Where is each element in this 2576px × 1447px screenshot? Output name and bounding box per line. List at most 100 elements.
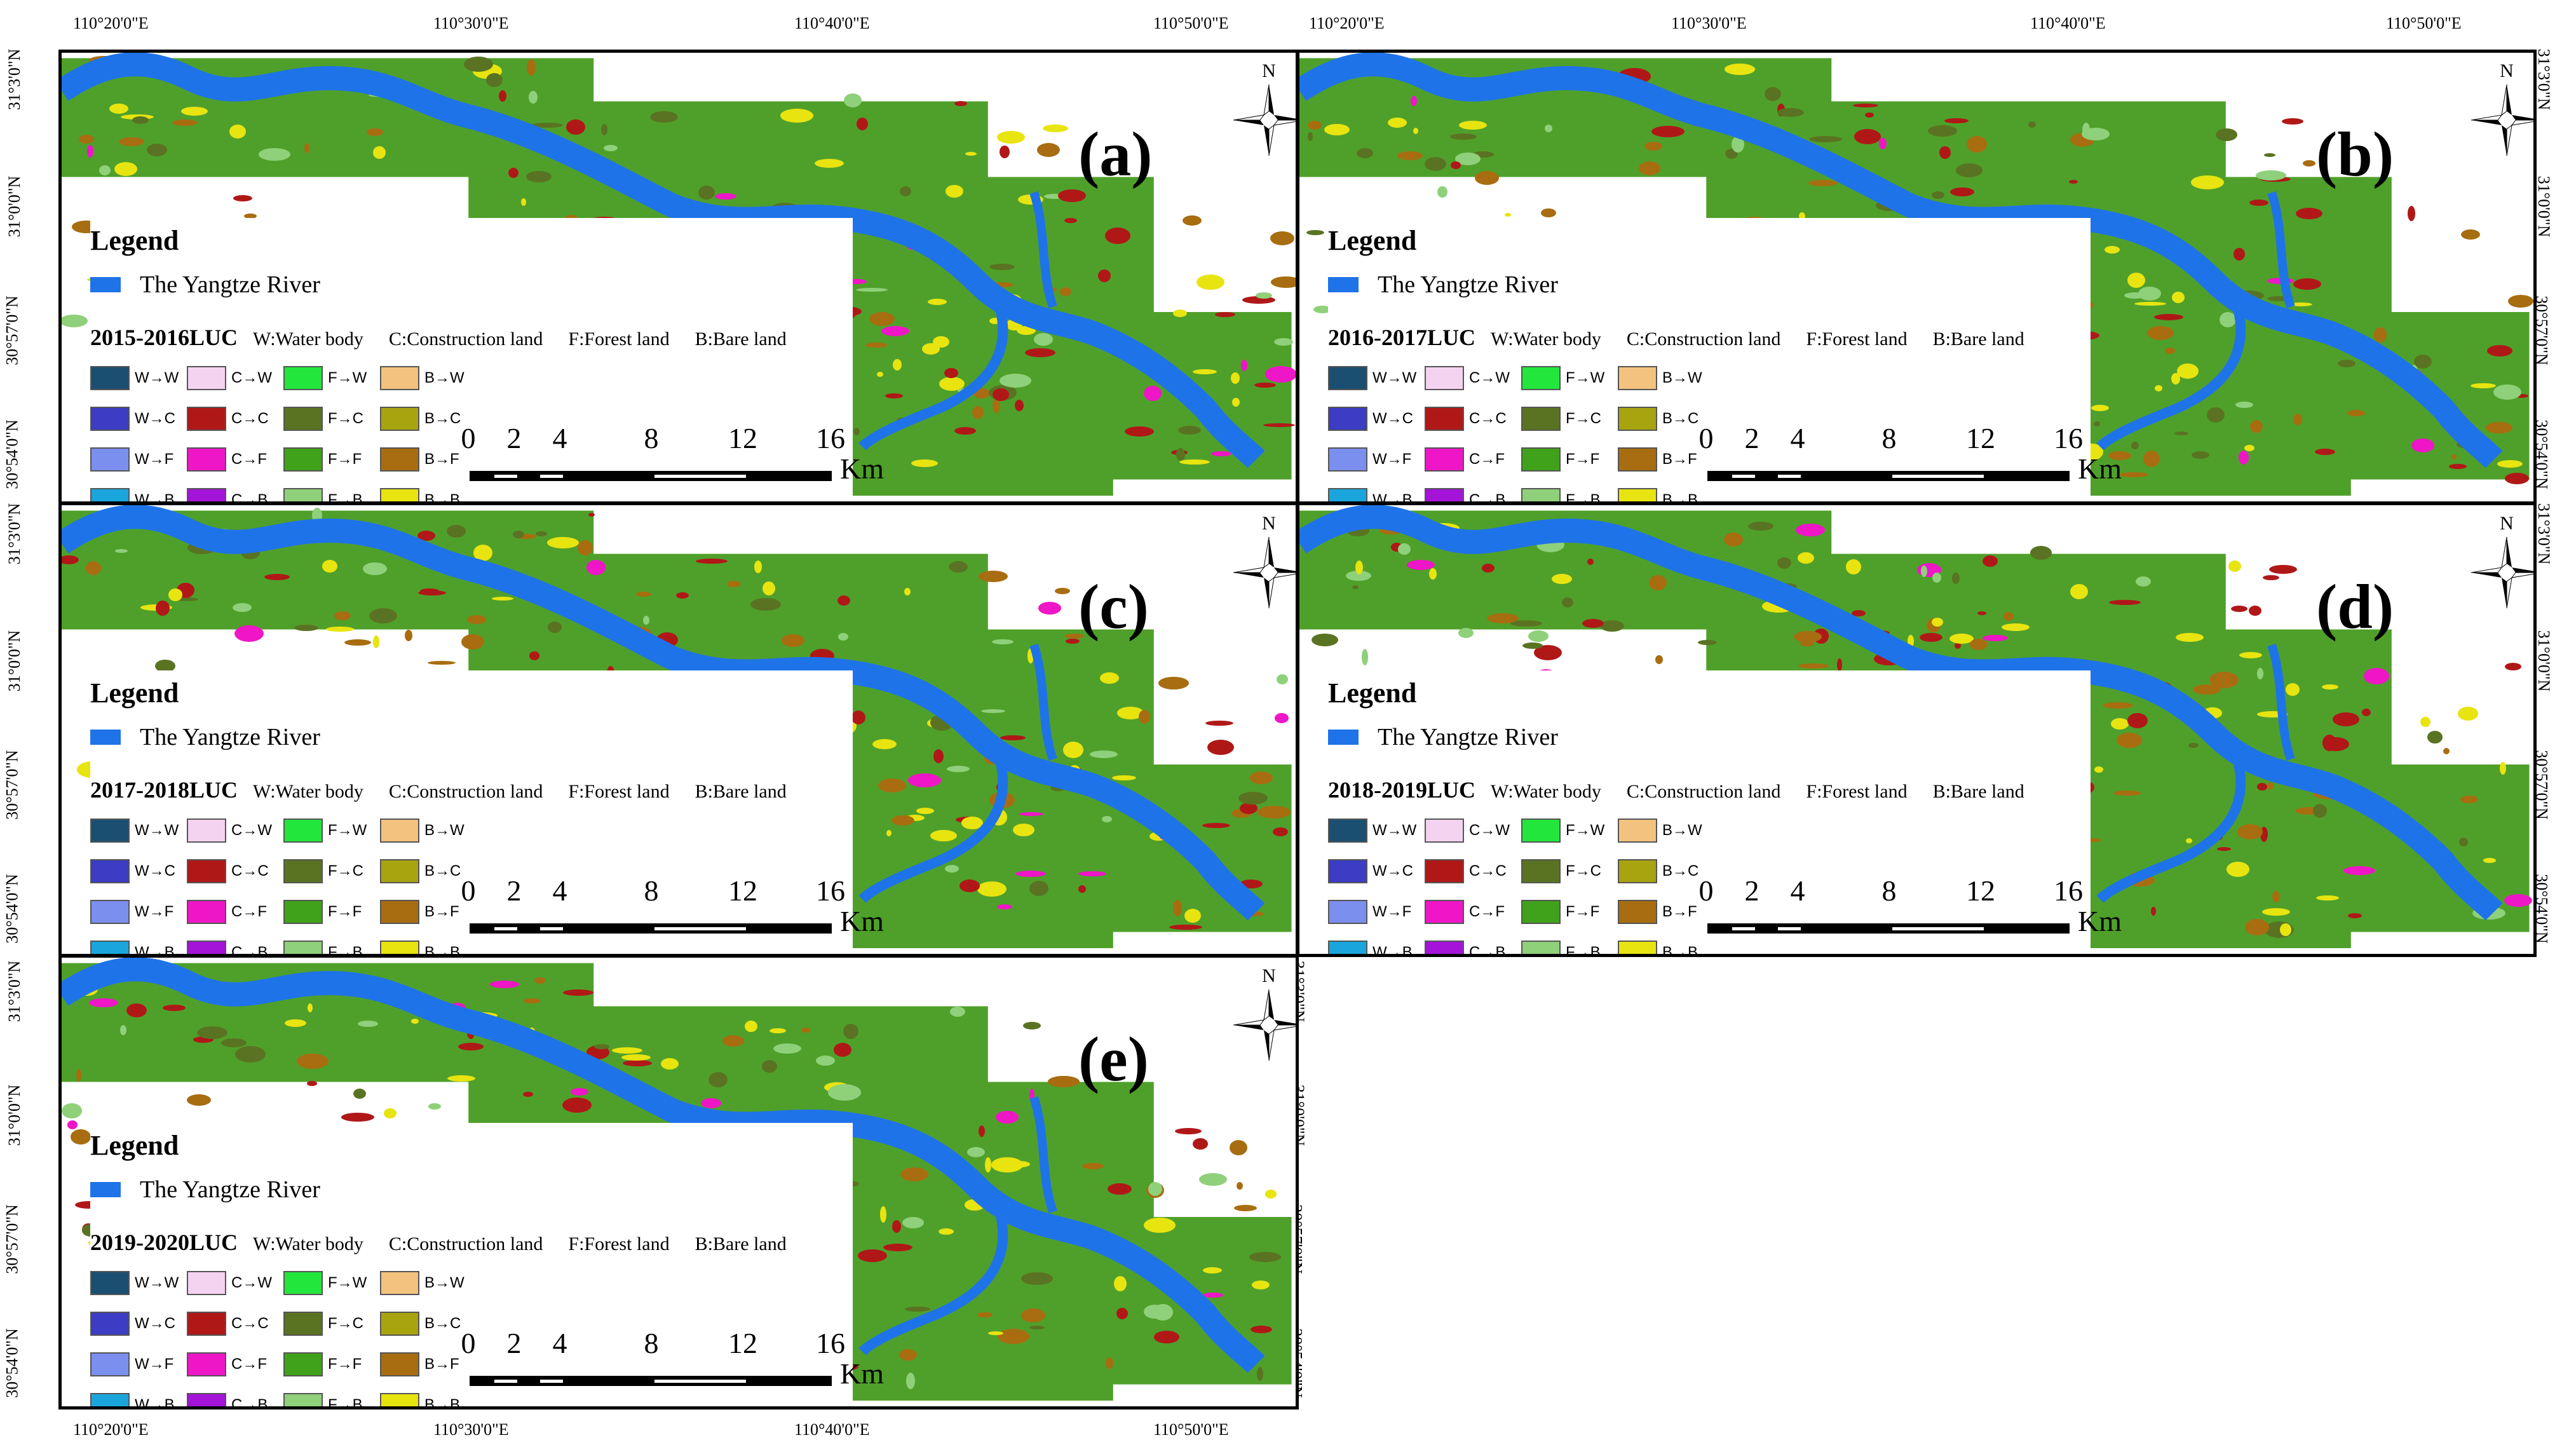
land-patch <box>1275 713 1289 723</box>
land-patch <box>67 1120 78 1129</box>
land-patch <box>1215 312 1235 317</box>
land-patch <box>992 639 1013 644</box>
transition-label: F→B <box>1566 491 1601 505</box>
north-label: N <box>1262 965 1276 986</box>
land-patch <box>363 562 387 575</box>
transition-label: W→F <box>135 903 174 920</box>
transition-swatch <box>380 1312 419 1336</box>
left-coord-10: 31°0'0"N <box>5 1084 24 1146</box>
land-patch <box>1798 663 1829 669</box>
land-patch <box>2192 451 2209 459</box>
land-patch <box>815 159 844 168</box>
land-patch <box>2249 606 2261 616</box>
transition-legend-item: F→B <box>283 1393 380 1406</box>
land-patch <box>578 540 593 555</box>
transition-swatch <box>1425 900 1464 924</box>
class-definition: F:Forest land <box>1806 781 1908 802</box>
land-patch <box>1346 571 1371 581</box>
land-patch <box>997 131 1025 144</box>
land-patch <box>643 616 649 625</box>
scale-tick-label: 4 <box>552 1327 567 1359</box>
land-patch <box>650 111 678 123</box>
transition-label: F→W <box>328 369 367 386</box>
scale-bar: 0 2 4 8 12 16 Km <box>461 874 913 950</box>
transition-swatch <box>1521 488 1561 501</box>
land-patch <box>1983 555 1998 567</box>
land-patch <box>2127 273 2145 288</box>
scale-tick-label: 8 <box>644 422 659 454</box>
transition-swatch <box>283 1271 323 1295</box>
land-patch <box>2322 684 2338 690</box>
transition-legend-item: W→B <box>1328 941 1425 954</box>
luc-period-title: 2016-2017LUC <box>1328 325 1475 350</box>
transition-legend-item: W→C <box>90 859 187 883</box>
transition-legend-item: B→W <box>1618 366 1714 390</box>
land-patch <box>1265 366 1296 383</box>
land-patch <box>1116 1308 1128 1319</box>
land-patch <box>1853 104 1878 107</box>
luc-period-title: 2018-2019LUC <box>1328 777 1475 803</box>
land-patch <box>1308 121 1322 130</box>
land-patch <box>1765 87 1781 101</box>
transition-label: C→F <box>231 451 267 468</box>
land-patch <box>1306 230 1324 235</box>
transition-legend-item: B→B <box>1618 941 1714 954</box>
land-patch <box>722 1035 744 1047</box>
land-patch <box>838 633 848 641</box>
land-patch <box>922 343 940 355</box>
transition-swatch <box>187 900 226 924</box>
land-patch <box>197 1026 227 1039</box>
land-patch <box>985 1157 991 1172</box>
land-patch <box>2250 420 2263 433</box>
land-patch <box>900 1167 928 1181</box>
transition-swatch <box>1618 900 1657 924</box>
transition-legend-item: B→F <box>380 900 477 924</box>
land-patch <box>1475 171 1499 185</box>
transition-legend-item: W→W <box>90 1271 187 1295</box>
top-coord-2: 110°30'0"E <box>433 14 509 32</box>
transition-legend-item: F→C <box>283 1312 380 1336</box>
land-patch <box>1173 309 1187 317</box>
land-patch <box>467 615 486 624</box>
transition-legend-item: F→C <box>1521 407 1618 431</box>
land-patch <box>878 778 906 792</box>
land-patch <box>2113 791 2141 796</box>
transition-legend-item: W→C <box>1328 859 1425 883</box>
land-patch <box>114 162 137 176</box>
land-patch <box>229 125 246 139</box>
left-coord-9: 31°3'0"N <box>5 960 24 1022</box>
land-patch <box>1932 573 1941 583</box>
north-label: N <box>2500 513 2514 534</box>
land-patch <box>2497 460 2523 468</box>
land-patch <box>1487 613 1519 623</box>
right-coord-2: 31°0'0"N <box>2535 175 2554 238</box>
transition-legend-item: C→B <box>187 1393 283 1406</box>
land-patch <box>2124 292 2146 299</box>
land-patch <box>2504 894 2532 907</box>
land-patch <box>2105 246 2120 254</box>
transition-legend-item: F→F <box>283 900 380 924</box>
land-patch <box>547 537 579 548</box>
map-legend: Legend The Yangtze River 2015-2016LUC W:… <box>90 218 853 505</box>
land-patch <box>594 1044 609 1049</box>
land-patch <box>1407 560 1435 570</box>
land-patch <box>780 109 813 123</box>
legend-title: Legend <box>90 677 179 709</box>
land-patch <box>750 598 781 611</box>
transition-label: B→W <box>1662 822 1702 839</box>
land-patch <box>473 545 492 561</box>
transition-legend-item: C→W <box>187 366 283 390</box>
land-patch <box>1482 564 1495 573</box>
land-patch <box>763 581 775 595</box>
land-patch <box>2245 919 2269 935</box>
land-patch <box>2505 473 2529 484</box>
transition-label: W→B <box>135 491 175 505</box>
transition-label: B→B <box>1662 491 1698 505</box>
land-patch <box>1324 124 1350 135</box>
transition-swatch <box>1521 859 1561 883</box>
land-patch <box>1117 707 1144 719</box>
scale-tick-label: 0 <box>1698 422 1714 454</box>
left-coord-2: 31°0'0"N <box>5 175 24 238</box>
transition-swatch <box>1328 859 1367 883</box>
river-swatch <box>1328 277 1359 292</box>
